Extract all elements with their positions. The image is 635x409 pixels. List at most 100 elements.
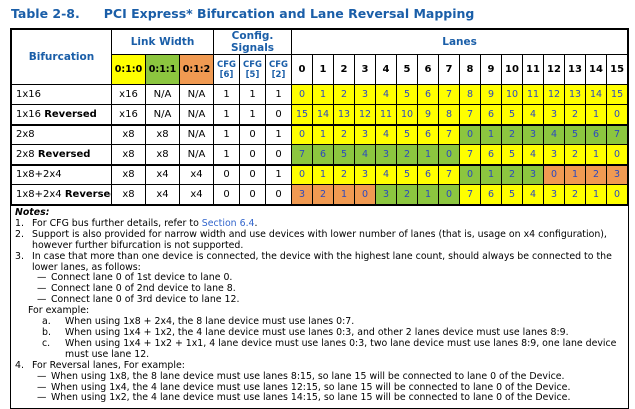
link-width-value: N/A <box>178 144 215 166</box>
note-sub-item: — When using 1x4, the 4 lane device must … <box>37 381 571 393</box>
cfg-signal-value: 1 <box>213 84 241 105</box>
lane-cell: 5 <box>564 124 587 145</box>
lane-cell: 8 <box>459 84 482 105</box>
dash-bullet: — <box>37 381 47 393</box>
table-row: 1x16 x16 N/A N/A 1 1 1 0 1 2 3 4 5 6 7 8 9 10 11 12 13 14 15 <box>11 84 629 105</box>
lane-cell: 4 <box>522 144 545 166</box>
lane-cell: 11 <box>375 104 398 126</box>
bifurcation-table: Bifurcation Link Width Config. Signals L… <box>11 29 629 205</box>
lane-cell: 1 <box>312 84 335 105</box>
note-number: 3. <box>15 250 24 262</box>
lane-cell: 5 <box>501 144 524 166</box>
page-title: Table 2-8. PCI Express* Bifurcation and L… <box>11 6 474 21</box>
note-sub-item: — Connect lane 0 of 1st device to lane 0. <box>37 272 233 284</box>
lane-cell: 14 <box>312 104 335 126</box>
lane-number-header: 4 <box>375 54 398 85</box>
table-row: 1x16 Reversed x16 N/A N/A 1 1 0 15 14 13 12 11 10 9 8 7… <box>11 104 629 126</box>
lane-cell: 8 <box>438 104 461 126</box>
lane-cell: 11 <box>522 84 545 105</box>
lane-cell: 7 <box>459 144 482 166</box>
lane-cell: 2 <box>333 124 356 145</box>
link-width-value: x4 <box>178 184 215 205</box>
lane-cell: 13 <box>333 104 356 126</box>
table-title-text: PCI Express* Bifurcation and Lane Revers… <box>103 6 475 21</box>
link-width-value: x8 <box>145 124 180 145</box>
bifurcation-label: 1x16 Reversed <box>11 104 112 126</box>
link-width-value: N/A <box>178 124 215 145</box>
bifurcation-label: 1x16 <box>11 84 112 105</box>
cfg-signal-value: 1 <box>265 84 293 105</box>
lane-cell: 3 <box>354 124 377 145</box>
lane-cell: 3 <box>543 104 566 126</box>
lane-number-header: 9 <box>480 54 503 85</box>
lane-cell: 5 <box>396 164 419 185</box>
lane-cell: 1 <box>480 164 503 185</box>
example-item: b. When using 1x4 + 1x2, the 4 lane devic… <box>42 326 569 338</box>
lane-number-header: 3 <box>354 54 377 85</box>
lane-cell: 3 <box>354 84 377 105</box>
lane-cell: 13 <box>564 84 587 105</box>
lane-cell: 6 <box>480 184 503 205</box>
cfg-signal-value: 0 <box>239 124 267 145</box>
lane-cell: 1 <box>585 144 608 166</box>
table-row: 1x8+2x4 x8 x4 x4 0 0 1 0 1 2 3 4 5 6 7 0 1 2 3 0 1 2 3 <box>11 164 629 185</box>
example-letter: c. <box>42 337 51 349</box>
link-width-code-0: 0:1:0 <box>111 54 146 85</box>
lane-cell: 2 <box>333 84 356 105</box>
lane-cell: 7 <box>438 84 461 105</box>
lane-cell: 15 <box>291 104 314 126</box>
lane-cell: 3 <box>543 184 566 205</box>
table-number: Table 2-8. <box>11 6 80 21</box>
cfg-signal-header-1: CFG [5] <box>239 54 267 85</box>
lane-number-header: 5 <box>396 54 419 85</box>
lane-cell: 3 <box>606 164 629 185</box>
note-sub-item: — Connect lane 0 of 3rd device to lane 12… <box>37 294 240 306</box>
lane-number-header: 2 <box>333 54 356 85</box>
lane-cell: 1 <box>417 144 440 166</box>
cfg-signal-value: 0 <box>239 184 267 205</box>
lane-cell: 5 <box>501 104 524 126</box>
table-row: 2x8 Reversed x8 x8 N/A 1 0 0 7 6 5 4 3 2 1 0 7 6 5 4 3 2 1 0 <box>11 144 629 166</box>
table-row: 1x8+2x4 Reversedx8x4x4000321032107654321… <box>11 184 629 205</box>
lane-number-header: 15 <box>606 54 629 85</box>
note-text: Support is also provided for narrow widt… <box>32 228 607 251</box>
section-link[interactable]: Section 6.4 <box>201 217 255 229</box>
lane-cell: 2 <box>396 144 419 166</box>
column-group-lanes: Lanes <box>291 29 629 55</box>
lane-cell: 10 <box>501 84 524 105</box>
cfg-signal-value: 0 <box>239 164 267 185</box>
lane-cell: 1 <box>564 164 587 185</box>
note-item-2: 2. Support is also provided for narrow wi… <box>11 228 624 252</box>
link-width-value: x4 <box>145 184 180 205</box>
link-width-value: x4 <box>178 164 215 185</box>
note-text: In case that more than one device is con… <box>32 250 612 273</box>
bifurcation-label: 1x8+2x4 <box>11 164 112 185</box>
for-example-label: For example: <box>28 305 90 317</box>
lane-cell: 2 <box>396 184 419 205</box>
lane-cell: 15 <box>606 84 629 105</box>
lane-cell: 1 <box>585 184 608 205</box>
cfg-signal-value: 1 <box>239 104 267 126</box>
link-width-value: N/A <box>178 84 215 105</box>
example-letter: b. <box>42 326 51 338</box>
lane-cell: 1 <box>480 124 503 145</box>
lane-cell: 0 <box>291 84 314 105</box>
lane-cell: 2 <box>564 104 587 126</box>
lane-cell: 3 <box>522 164 545 185</box>
lane-cell: 1 <box>333 184 356 205</box>
column-group-link-width: Link Width <box>110 29 215 55</box>
cfg-signal-header-2: CFG [2] <box>265 54 293 85</box>
lane-cell: 6 <box>312 144 335 166</box>
lane-number-header: 1 <box>312 54 335 85</box>
note-number: 2. <box>15 228 24 240</box>
link-width-value: x8 <box>111 144 146 166</box>
note-item-3: 3. In case that more than one device is c… <box>11 250 624 274</box>
lane-cell: 7 <box>459 184 482 205</box>
link-width-value: x16 <box>111 84 146 105</box>
lane-cell: 1 <box>312 164 335 185</box>
lane-cell: 12 <box>543 84 566 105</box>
cfg-signal-header-0: CFG [6] <box>213 54 241 85</box>
bifurcation-table-container: Bifurcation Link Width Config. Signals L… <box>10 28 629 409</box>
lane-cell: 7 <box>606 124 629 145</box>
cfg-signal-value: 1 <box>213 104 241 126</box>
